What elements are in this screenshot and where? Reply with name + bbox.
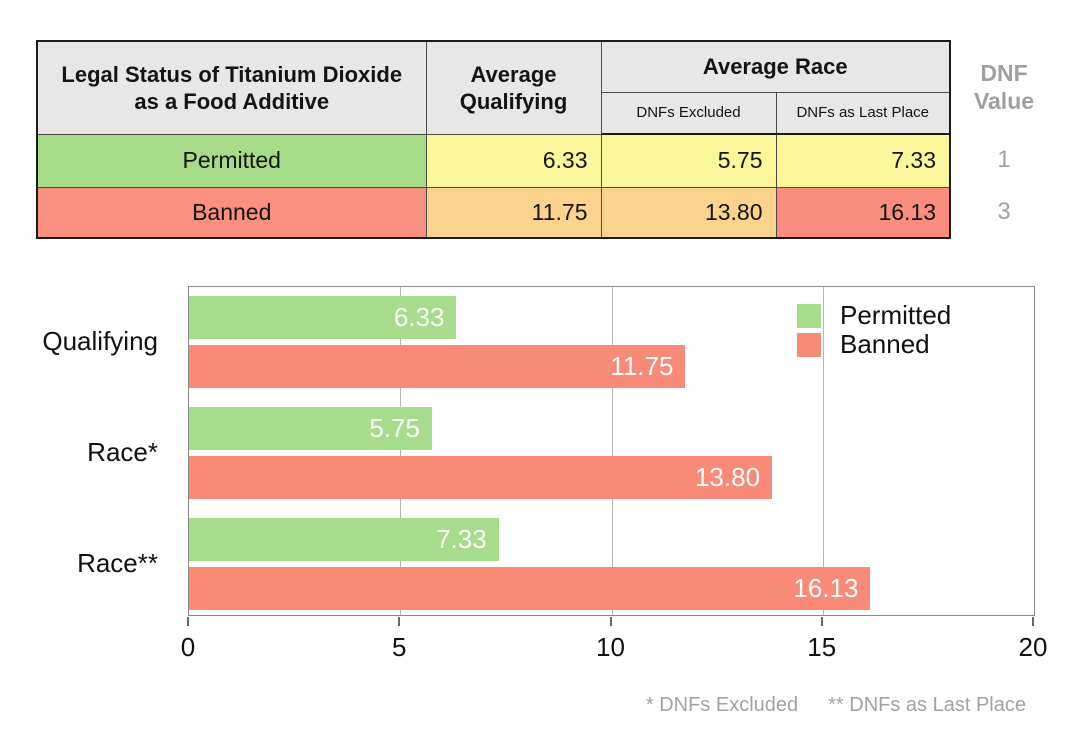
category-label-race-last: Race** <box>77 548 158 578</box>
x-tick-mark <box>609 617 612 626</box>
bar-permitted-qualifying: 6.33 <box>189 296 457 339</box>
chart-legend: Permitted Banned <box>797 300 952 359</box>
banned-race-dnfs-excluded: 13.80 <box>600 186 777 239</box>
bar-value-label: 16.13 <box>793 573 859 603</box>
gridline <box>611 287 613 615</box>
row-label-permitted: Permitted <box>36 133 427 188</box>
table-row: Banned 11.75 13.80 16.13 <box>36 186 951 239</box>
category-label-qualifying: Qualifying <box>42 326 158 356</box>
x-tick-label: 10 <box>596 632 625 662</box>
x-tick-label: 5 <box>392 632 407 662</box>
footnote-dnfs-last-place: ** DNFs as Last Place <box>828 694 1026 716</box>
gridline <box>822 287 824 615</box>
banned-race-dnfs-last: 16.13 <box>775 186 951 239</box>
permitted-race-dnfs-excluded: 5.75 <box>600 133 777 188</box>
x-tick-mark <box>1032 617 1034 626</box>
bar-value-label: 6.33 <box>393 302 445 332</box>
x-tick-mark <box>820 617 823 626</box>
permitted-legend-label: Permitted <box>840 300 952 330</box>
dnf-value-column: DNF Value 1 3 <box>956 40 1052 237</box>
legend-item-banned: Banned <box>797 329 951 359</box>
qualifying-column-header: Average Qualifying <box>425 40 602 135</box>
bar-permitted-race: 5.75 <box>189 407 432 450</box>
dnf-value-header: DNF Value <box>973 59 1035 114</box>
dnf-value-permitted: 1 <box>997 145 1011 173</box>
x-tick-label: 20 <box>1018 632 1048 662</box>
bar-permitted-race: 7.33 <box>189 518 499 561</box>
summary-table: Legal Status of Titanium Dioxide as a Fo… <box>36 40 951 239</box>
category-label-race-excluded: Race* <box>87 437 158 467</box>
permitted-legend-swatch <box>797 303 821 328</box>
x-tick-label: 15 <box>807 632 837 662</box>
gridline <box>400 287 402 615</box>
banned-avg-qualifying: 11.75 <box>425 186 602 239</box>
plot-area: Permitted Banned 6.33 11.75 5.75 13.80 7.33 1… <box>188 286 1035 616</box>
row-label-banned: Banned <box>36 186 427 239</box>
banned-legend-label: Banned <box>840 329 930 359</box>
bar-value-label: 11.75 <box>610 351 674 381</box>
bar-value-label: 5.75 <box>369 413 420 443</box>
x-tick-mark <box>398 617 401 626</box>
status-column-header: Legal Status of Titanium Dioxide as a Fo… <box>36 40 427 135</box>
table-row: Permitted 6.33 5.75 7.33 <box>36 133 951 188</box>
chart-footnotes: * DNFs Excluded ** DNFs as Last Place <box>646 694 1026 717</box>
race-dnfs-last-subheader: DNFs as Last Place <box>775 91 951 135</box>
banned-legend-swatch <box>797 332 821 357</box>
x-tick-label: 0 <box>180 632 196 662</box>
bar-banned-qualifying: 11.75 <box>189 345 686 388</box>
x-axis: 0 5 10 15 20 <box>181 616 1047 676</box>
permitted-race-dnfs-last: 7.33 <box>775 133 951 188</box>
race-group-header: Average Race <box>600 40 951 93</box>
bar-banned-race: 13.80 <box>189 456 773 499</box>
bar-chart: Permitted Banned 6.33 11.75 5.75 13.80 7.33 1… <box>181 286 1047 686</box>
legend-item-permitted: Permitted <box>797 300 952 330</box>
bar-value-label: 13.80 <box>694 462 761 492</box>
race-dnfs-excluded-subheader: DNFs Excluded <box>600 91 777 135</box>
bar-banned-race: 16.13 <box>189 567 871 610</box>
bar-value-label: 7.33 <box>436 524 487 554</box>
dnf-value-banned: 3 <box>997 197 1011 225</box>
permitted-avg-qualifying: 6.33 <box>425 133 602 188</box>
footnote-dnfs-excluded: * DNFs Excluded <box>645 694 799 716</box>
x-tick-mark <box>187 617 189 626</box>
